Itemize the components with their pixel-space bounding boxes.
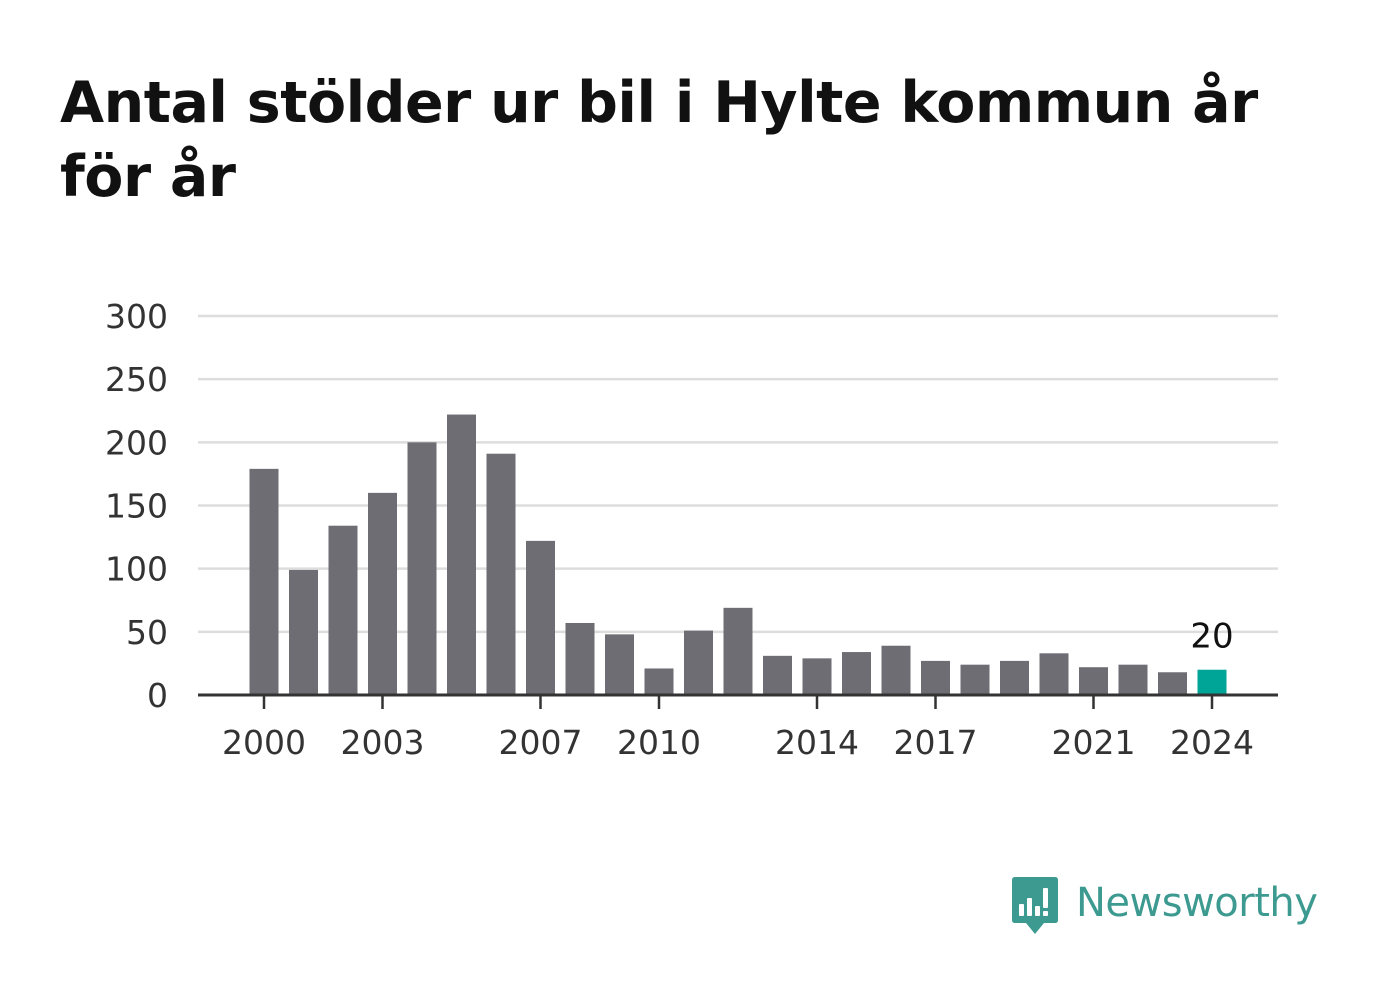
- data-labels: 20: [1190, 617, 1233, 657]
- bar: [1118, 664, 1148, 695]
- y-tick-label: 100: [105, 550, 168, 589]
- data-label: 20: [1190, 617, 1233, 657]
- bar: [1158, 672, 1187, 695]
- chart-title: Antal stölder ur bil i Hylte kommun år f…: [60, 70, 1258, 210]
- brand: Newsworthy: [1010, 876, 1318, 946]
- bar: [526, 540, 555, 695]
- y-tick-label: 300: [105, 297, 168, 336]
- x-tick-label: 2021: [1052, 723, 1136, 762]
- bar: [1039, 653, 1069, 695]
- bar: [881, 645, 911, 695]
- bar: [328, 525, 358, 695]
- bar: [407, 442, 437, 695]
- newsworthy-logo-icon: [1012, 877, 1058, 934]
- bar: [447, 414, 476, 695]
- x-tick-label: 2017: [894, 723, 978, 762]
- y-tick-label: 50: [126, 613, 168, 652]
- bars: [249, 414, 1227, 695]
- y-tick-label: 0: [147, 676, 168, 715]
- bar: [644, 668, 674, 695]
- bar: [921, 660, 950, 695]
- bar: [289, 569, 318, 695]
- bar: [960, 664, 990, 695]
- x-tick-label: 2024: [1170, 723, 1254, 762]
- bar: [249, 468, 279, 695]
- x-axis-ticks: 2000 2003 2007 2010 2014 2017 2021 2024: [222, 695, 1254, 762]
- bar: [842, 652, 871, 695]
- x-tick-label: 2007: [499, 723, 583, 762]
- grid-lines: [198, 314, 1278, 634]
- y-axis-ticks: 0 50 100 150 200 250 300: [105, 297, 168, 715]
- x-tick-label: 2014: [775, 723, 859, 762]
- bar: [1000, 660, 1029, 695]
- y-tick-label: 200: [105, 423, 168, 462]
- y-tick-label: 250: [105, 360, 168, 399]
- bar-highlight: [1197, 669, 1227, 695]
- bar: [1079, 667, 1108, 695]
- bar: [802, 658, 832, 695]
- x-tick-label: 2003: [341, 723, 425, 762]
- x-tick-label: 2000: [222, 723, 306, 762]
- bar: [605, 634, 634, 695]
- bar: [368, 492, 397, 695]
- bar: [684, 630, 713, 695]
- bar: [486, 453, 516, 695]
- bar: [763, 655, 792, 695]
- brand-name: Newsworthy: [1076, 880, 1318, 926]
- y-tick-label: 150: [105, 487, 168, 526]
- x-tick-label: 2010: [617, 723, 701, 762]
- bar: [723, 607, 753, 695]
- bar: [565, 622, 595, 695]
